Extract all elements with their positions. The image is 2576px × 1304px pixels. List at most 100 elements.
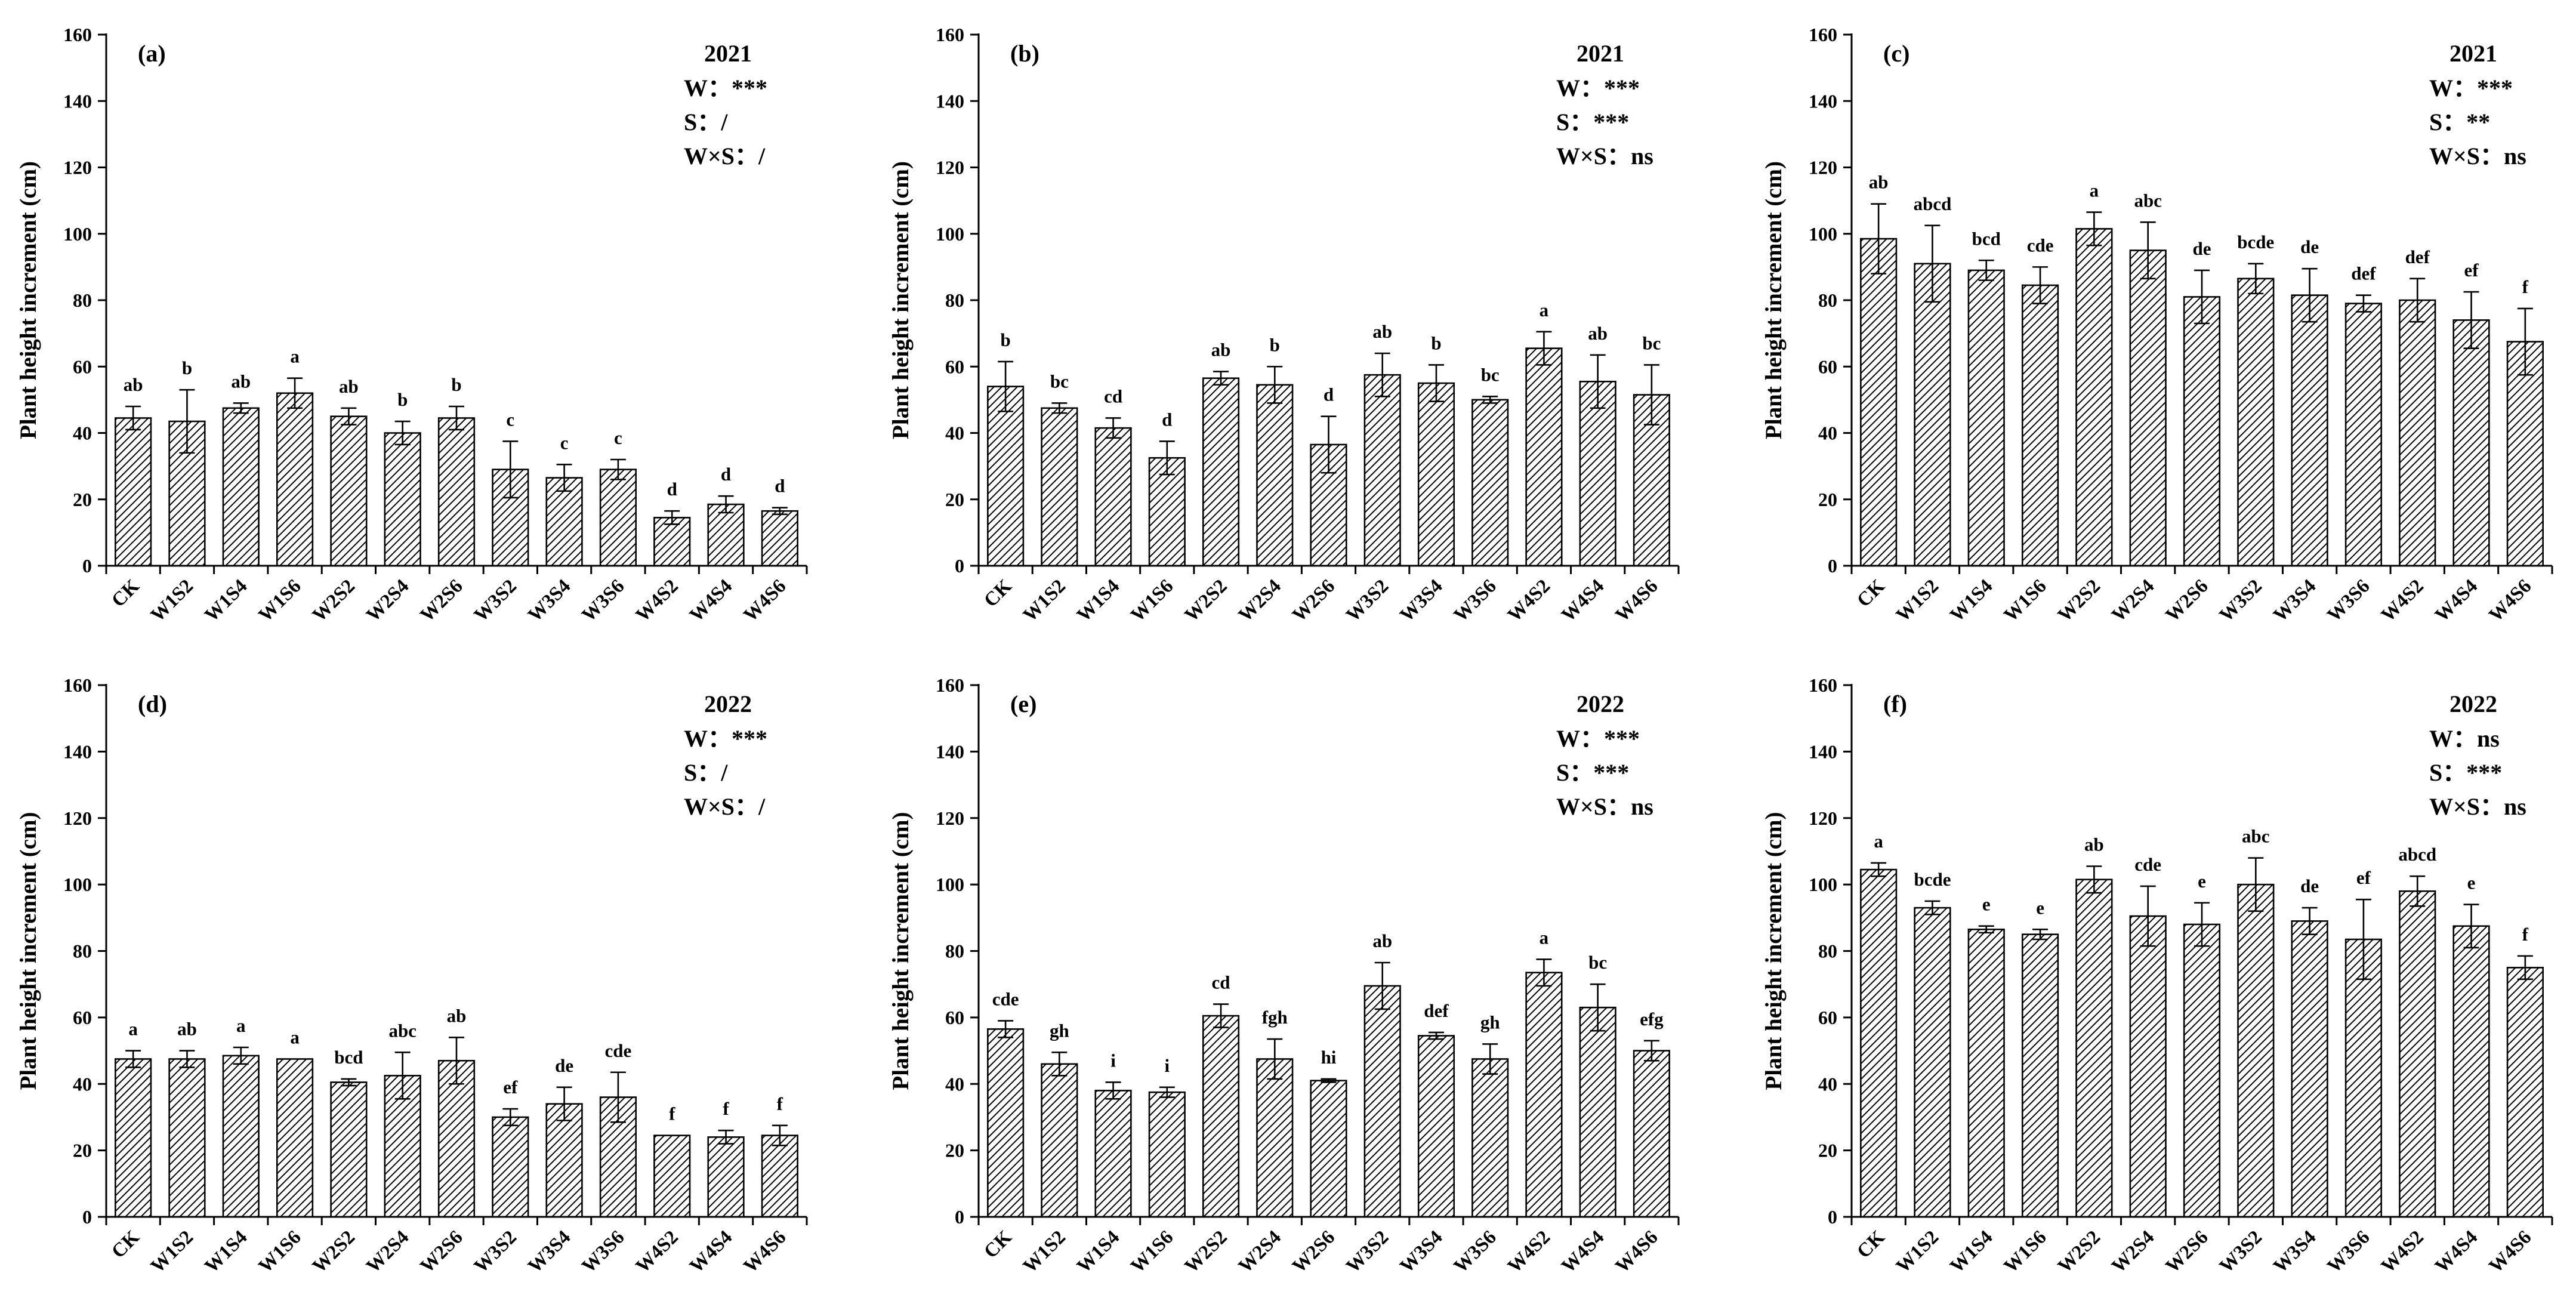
x-category-label: W3S2 bbox=[2216, 1226, 2266, 1277]
y-axis-title: Plant height increment (cm) bbox=[1761, 161, 1787, 439]
error-bar bbox=[1374, 961, 1390, 1010]
anova-significance: W×S：/ bbox=[684, 143, 766, 169]
error-bar bbox=[179, 389, 195, 454]
y-tick-label: 0 bbox=[82, 1206, 92, 1228]
significance-letter: i bbox=[1110, 1050, 1116, 1071]
bar bbox=[1525, 972, 1563, 1218]
y-axis-title: Plant height increment (cm) bbox=[16, 812, 41, 1090]
significance-letter: a bbox=[1540, 927, 1549, 948]
x-category-label: CK bbox=[1853, 1226, 1889, 1263]
error-bar bbox=[1643, 1040, 1659, 1062]
error-bar bbox=[1374, 352, 1390, 397]
y-tick-label: 100 bbox=[936, 223, 964, 245]
anova-significance: S：** bbox=[2429, 109, 2490, 135]
significance-letter: ab bbox=[2084, 834, 2104, 855]
bar bbox=[2506, 341, 2544, 567]
y-tick-label: 40 bbox=[945, 1073, 964, 1095]
error-bar bbox=[502, 1108, 519, 1127]
significance-letter: f bbox=[669, 1103, 675, 1124]
bar bbox=[1525, 347, 1563, 567]
bar bbox=[2021, 933, 2059, 1218]
bar bbox=[492, 1116, 529, 1218]
y-tick-label: 40 bbox=[1818, 423, 1837, 444]
error-bar bbox=[2410, 875, 2426, 907]
significance-letter: a bbox=[236, 1015, 246, 1036]
bar bbox=[2399, 299, 2436, 567]
error-bar bbox=[2517, 955, 2533, 981]
bar bbox=[276, 1058, 314, 1218]
bar bbox=[1094, 427, 1132, 567]
x-category-label: W1S6 bbox=[255, 1226, 306, 1277]
bar bbox=[115, 417, 152, 567]
error-bar bbox=[125, 1050, 141, 1068]
error-bar bbox=[2140, 885, 2156, 947]
x-category-label: W4S6 bbox=[1611, 1226, 1662, 1277]
bar bbox=[2452, 925, 2490, 1218]
error-bar bbox=[179, 1050, 195, 1068]
bar bbox=[437, 1059, 476, 1218]
bar bbox=[2129, 249, 2167, 567]
x-category-label: W3S4 bbox=[524, 1226, 575, 1277]
x-category-label: CK bbox=[980, 575, 1016, 612]
error-bar bbox=[2086, 865, 2102, 894]
error-bar bbox=[1978, 259, 1994, 281]
x-category-label: W4S6 bbox=[739, 575, 790, 626]
x-category-label: W4S6 bbox=[1611, 575, 1662, 626]
error-bar bbox=[2194, 902, 2210, 947]
error-bar bbox=[1482, 396, 1498, 404]
significance-letter: de bbox=[2300, 876, 2319, 896]
bar bbox=[2075, 228, 2113, 567]
x-category-label: W3S6 bbox=[578, 1226, 628, 1277]
significance-letter: ef bbox=[503, 1077, 518, 1098]
significance-letter: e bbox=[2036, 897, 2044, 918]
y-tick-label: 80 bbox=[73, 941, 92, 962]
y-tick-label: 160 bbox=[1809, 24, 1837, 45]
y-tick-label: 80 bbox=[945, 289, 964, 311]
error-bar bbox=[1924, 900, 1941, 915]
significance-letter: abcd bbox=[1914, 193, 1952, 214]
x-category-label: W1S2 bbox=[1892, 1226, 1943, 1277]
significance-letter: a bbox=[2090, 180, 2099, 201]
panel-label: (f) bbox=[1883, 690, 1907, 717]
anova-significance: W：*** bbox=[1556, 725, 1640, 752]
bar bbox=[1363, 985, 1401, 1218]
bar bbox=[2291, 920, 2328, 1218]
x-category-label: W3S6 bbox=[578, 575, 628, 626]
x-category-label: W4S4 bbox=[1557, 575, 1608, 626]
y-tick-label: 20 bbox=[73, 1140, 92, 1161]
significance-letter: e bbox=[2467, 873, 2476, 893]
error-bar bbox=[1051, 1052, 1068, 1077]
error-bar bbox=[772, 507, 788, 516]
x-category-label: W1S4 bbox=[1946, 575, 1997, 626]
x-category-label: W2S6 bbox=[417, 1226, 467, 1277]
bar bbox=[1363, 374, 1401, 567]
bar bbox=[1860, 238, 1898, 567]
error-bar bbox=[1428, 364, 1444, 402]
x-category-label: W3S2 bbox=[1342, 575, 1393, 626]
significance-letter: abcd bbox=[2398, 844, 2436, 865]
error-bar bbox=[2355, 294, 2371, 313]
significance-letter: b bbox=[182, 357, 192, 378]
y-tick-label: 40 bbox=[73, 423, 92, 444]
bar bbox=[707, 503, 745, 567]
x-category-label: CK bbox=[980, 1226, 1016, 1263]
x-category-label: W3S2 bbox=[470, 1226, 521, 1277]
x-category-label: W2S2 bbox=[2054, 575, 2105, 626]
significance-letter: ab bbox=[1211, 340, 1231, 360]
panel-label: (c) bbox=[1883, 40, 1909, 67]
error-bar bbox=[233, 402, 249, 414]
bar bbox=[1967, 929, 2005, 1218]
significance-letter: d bbox=[1162, 409, 1172, 430]
x-category-label: W2S6 bbox=[417, 575, 467, 626]
anova-significance: W：*** bbox=[1556, 75, 1640, 101]
y-tick-label: 60 bbox=[1818, 1007, 1837, 1028]
error-bar bbox=[2355, 898, 2371, 981]
bar bbox=[2344, 938, 2383, 1218]
significance-letter: bc bbox=[1588, 952, 1607, 973]
significance-letter: i bbox=[1164, 1055, 1170, 1076]
significance-letter: def bbox=[2405, 246, 2430, 267]
significance-letter: a bbox=[128, 1019, 138, 1040]
bar bbox=[330, 415, 368, 567]
